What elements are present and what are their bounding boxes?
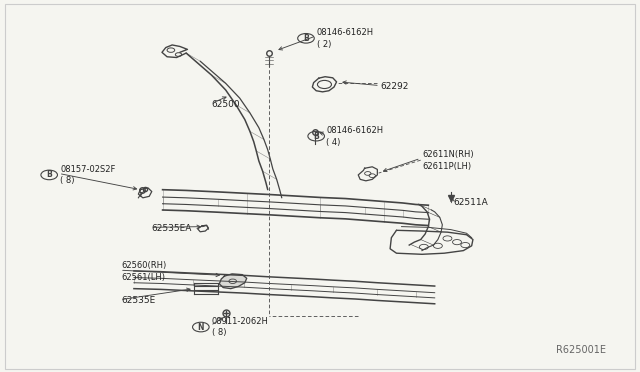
Text: 08146-6162H
( 2): 08146-6162H ( 2): [317, 28, 374, 49]
Text: B: B: [46, 170, 52, 179]
Text: N: N: [198, 323, 204, 331]
Polygon shape: [220, 274, 246, 289]
Text: 62535EA: 62535EA: [151, 224, 191, 233]
Text: 08146-6162H
( 4): 08146-6162H ( 4): [326, 126, 383, 147]
Text: 62500: 62500: [212, 100, 240, 109]
Text: 62611N(RH)
62611P(LH): 62611N(RH) 62611P(LH): [422, 151, 474, 171]
Text: 62560(RH)
62561(LH): 62560(RH) 62561(LH): [121, 261, 166, 282]
Text: B: B: [303, 34, 309, 43]
Text: R625001E: R625001E: [556, 345, 606, 355]
Text: B: B: [314, 132, 319, 141]
Text: 08157-02S2F
( 8): 08157-02S2F ( 8): [60, 164, 115, 185]
Text: 62511A: 62511A: [454, 198, 488, 207]
Text: 62292: 62292: [381, 82, 409, 91]
Text: 62535E: 62535E: [121, 296, 156, 305]
Text: 08911-2062H
( 8): 08911-2062H ( 8): [212, 317, 269, 337]
